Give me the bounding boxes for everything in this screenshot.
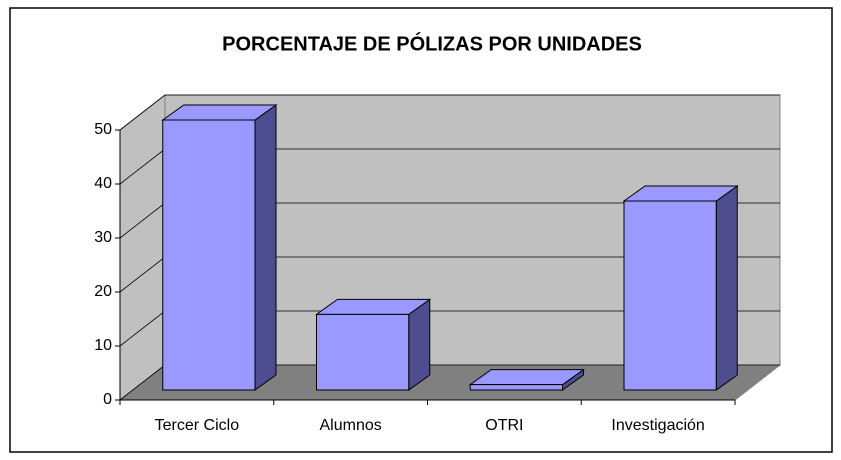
x-tick-label: Alumnos — [320, 417, 382, 434]
side-wall — [119, 93, 166, 402]
bar — [316, 313, 410, 391]
x-tick-label: Investigación — [611, 417, 704, 434]
bar — [623, 200, 717, 391]
y-tick-label: 40 — [94, 175, 112, 192]
x-tick-label: Tercer Ciclo — [155, 417, 240, 434]
grid-line — [119, 94, 780, 131]
y-tick-label: 50 — [94, 121, 112, 138]
x-tick-label: OTRI — [485, 417, 523, 434]
y-tick-label: 20 — [94, 283, 112, 300]
bar — [469, 384, 563, 391]
bar-side — [408, 298, 431, 391]
chart-title: PORCENTAJE DE PÓLIZAS POR UNIDADES — [222, 31, 642, 55]
y-tick-label: 30 — [94, 229, 112, 246]
bar-side — [254, 104, 277, 391]
bar — [162, 119, 256, 391]
y-tick-label: 10 — [94, 337, 112, 354]
y-tick-label: 0 — [103, 391, 112, 408]
bar-side — [715, 185, 738, 391]
